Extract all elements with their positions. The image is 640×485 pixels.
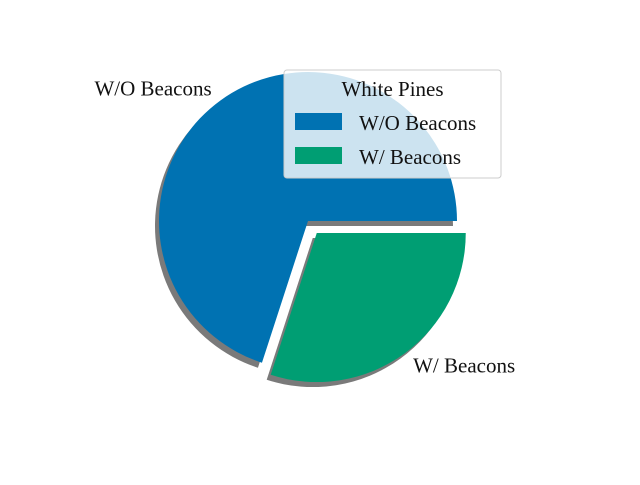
slice-label-without-beacons: W/O Beacons bbox=[94, 76, 211, 100]
slice-labels: W/O Beacons W/ Beacons bbox=[94, 76, 515, 377]
slice-label-with-beacons: W/ Beacons bbox=[413, 354, 515, 378]
legend-swatch-with-beacons bbox=[295, 147, 342, 164]
legend-label-without-beacons: W/O Beacons bbox=[359, 111, 476, 135]
legend: White Pines W/O Beacons W/ Beacons bbox=[283, 69, 502, 179]
legend-title: White Pines bbox=[341, 77, 443, 101]
legend-swatch-without-beacons bbox=[295, 113, 342, 130]
legend-label-with-beacons: W/ Beacons bbox=[359, 145, 461, 169]
slice-with-beacons bbox=[270, 233, 466, 383]
